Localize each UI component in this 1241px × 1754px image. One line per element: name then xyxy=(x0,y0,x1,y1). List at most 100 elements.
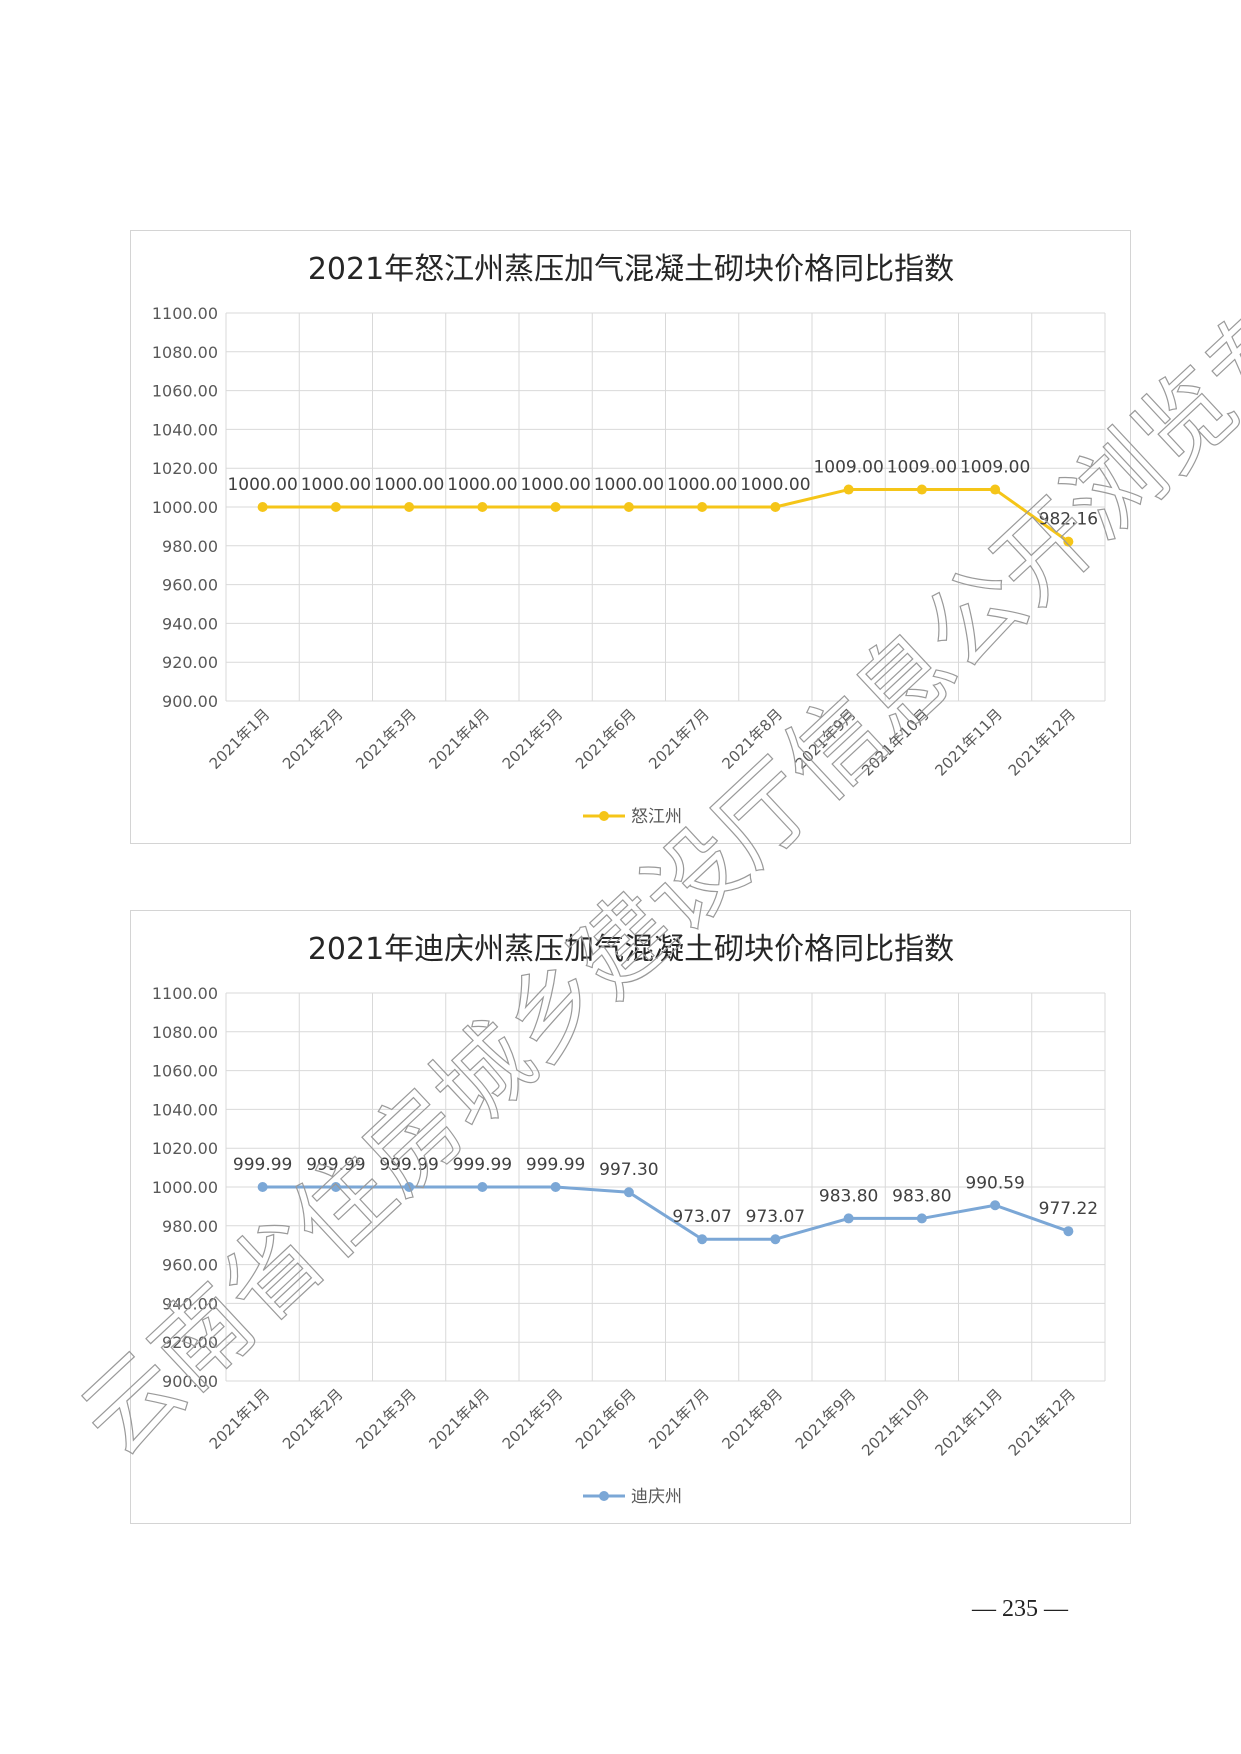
data-point xyxy=(1063,1226,1074,1237)
chart-diqing-svg: 2021年迪庆州蒸压加气混凝土砌块价格同比指数 900.00 920.00 940.… xyxy=(152,932,1106,1507)
y-tick-label: 1040.00 xyxy=(152,1100,218,1119)
x-tick-label: 2021年7月 xyxy=(645,1385,713,1453)
y-tick-label: 960.00 xyxy=(162,1256,218,1275)
data-point xyxy=(477,1182,488,1193)
data-point xyxy=(404,1182,415,1193)
data-point xyxy=(916,484,927,495)
data-label: 999.99 xyxy=(379,1155,438,1175)
x-tick-label: 2021年8月 xyxy=(719,1385,787,1453)
data-point xyxy=(843,484,854,495)
legend-marker xyxy=(599,1491,609,1501)
data-point xyxy=(330,502,341,512)
x-tick-label: 2021年11月 xyxy=(932,705,1006,779)
x-tick-label: 2021年1月 xyxy=(206,705,274,773)
data-point xyxy=(697,1234,708,1245)
y-tick-label: 1060.00 xyxy=(152,382,218,401)
y-tick-label: 980.00 xyxy=(162,537,218,556)
legend-label: 迪庆州 xyxy=(631,1487,682,1507)
y-tick-label: 920.00 xyxy=(162,653,218,672)
data-label: 977.22 xyxy=(1039,1199,1098,1219)
chart-nujiang: 2021年怒江州蒸压加气混凝土砌块价格同比指数 900.00 920.00 940.… xyxy=(130,230,1131,844)
x-tick-label: 2021年12月 xyxy=(1005,705,1079,779)
data-label: 1000.00 xyxy=(667,475,737,495)
y-tick-label: 1100.00 xyxy=(152,984,218,1003)
data-point xyxy=(843,1213,854,1224)
x-tick-label: 2021年2月 xyxy=(279,1385,347,1453)
legend-marker xyxy=(599,811,609,821)
y-tick-label: 940.00 xyxy=(162,614,218,633)
data-label: 1009.00 xyxy=(813,458,883,478)
y-tick-label: 900.00 xyxy=(162,692,218,711)
x-tick-label: 2021年10月 xyxy=(858,705,932,779)
y-tick-label: 900.00 xyxy=(162,1372,218,1391)
x-tick-label: 2021年5月 xyxy=(499,1385,567,1453)
chart-diqing: 2021年迪庆州蒸压加气混凝土砌块价格同比指数 900.00 920.00 940.… xyxy=(130,910,1131,1524)
data-point xyxy=(550,1182,561,1193)
x-tick-label: 2021年9月 xyxy=(792,1385,860,1453)
x-tick-label: 2021年8月 xyxy=(719,705,787,773)
y-tick-label: 960.00 xyxy=(162,576,218,595)
data-label: 973.07 xyxy=(746,1207,805,1227)
data-point xyxy=(257,1182,268,1193)
data-point xyxy=(550,502,561,512)
data-point xyxy=(623,1187,634,1198)
data-point xyxy=(697,502,708,512)
y-tick-label: 940.00 xyxy=(162,1294,218,1313)
x-tick-label: 2021年3月 xyxy=(352,705,420,773)
x-tick-label: 2021年9月 xyxy=(792,705,860,773)
data-label: 983.80 xyxy=(819,1186,878,1206)
data-point xyxy=(623,502,634,512)
data-label: 997.30 xyxy=(599,1160,658,1180)
data-label: 1000.00 xyxy=(374,475,444,495)
y-tick-label: 1020.00 xyxy=(152,1139,218,1158)
y-tick-label: 920.00 xyxy=(162,1333,218,1352)
y-tick-label: 1080.00 xyxy=(152,1023,218,1042)
x-tick-label: 2021年10月 xyxy=(858,1385,932,1459)
y-tick-label: 1080.00 xyxy=(152,343,218,362)
data-label: 1009.00 xyxy=(960,458,1030,478)
y-tick-label: 1000.00 xyxy=(152,1178,218,1197)
x-tick-label: 2021年6月 xyxy=(572,1385,640,1453)
data-label: 990.59 xyxy=(965,1173,1024,1193)
data-point xyxy=(330,1182,341,1193)
data-point xyxy=(477,502,488,512)
x-tick-label: 2021年11月 xyxy=(932,1385,1006,1459)
data-label: 982.16 xyxy=(1039,510,1098,530)
x-tick-label: 2021年2月 xyxy=(279,705,347,773)
y-tick-label: 1060.00 xyxy=(152,1062,218,1081)
y-tick-label: 1000.00 xyxy=(152,498,218,517)
data-label: 1000.00 xyxy=(594,475,664,495)
data-point xyxy=(990,484,1001,495)
data-label: 973.07 xyxy=(672,1207,731,1227)
data-point xyxy=(916,1213,927,1224)
data-point xyxy=(990,1200,1001,1211)
legend-label: 怒江州 xyxy=(631,807,682,827)
x-tick-label: 2021年3月 xyxy=(352,1385,420,1453)
chart-nujiang-svg: 2021年怒江州蒸压加气混凝土砌块价格同比指数 900.00 920.00 940.… xyxy=(152,252,1106,827)
x-tick-label: 2021年1月 xyxy=(206,1385,274,1453)
x-tick-label: 2021年4月 xyxy=(426,1385,494,1453)
page-number: — 235 — xyxy=(972,1596,1068,1622)
x-tick-label: 2021年5月 xyxy=(499,705,567,773)
data-label: 999.99 xyxy=(526,1155,585,1175)
x-tick-label: 2021年12月 xyxy=(1005,1385,1079,1459)
chart-title: 2021年怒江州蒸压加气混凝土砌块价格同比指数 xyxy=(308,252,954,287)
series-line xyxy=(262,1185,1069,1241)
data-label: 1000.00 xyxy=(227,475,297,495)
data-point xyxy=(770,502,781,512)
data-point xyxy=(770,1234,781,1245)
x-tick-label: 2021年7月 xyxy=(645,705,713,773)
data-label: 999.99 xyxy=(306,1155,365,1175)
data-label: 983.80 xyxy=(892,1186,951,1206)
chart-title: 2021年迪庆州蒸压加气混凝土砌块价格同比指数 xyxy=(308,932,954,967)
y-tick-label: 1100.00 xyxy=(152,304,218,323)
y-tick-label: 1020.00 xyxy=(152,459,218,478)
data-label: 1009.00 xyxy=(887,458,957,478)
data-label: 1000.00 xyxy=(520,475,590,495)
y-tick-label: 1040.00 xyxy=(152,420,218,439)
x-tick-label: 2021年4月 xyxy=(426,705,494,773)
series-line xyxy=(262,488,1070,543)
data-point xyxy=(404,502,415,512)
data-label: 1000.00 xyxy=(447,475,517,495)
x-tick-label: 2021年6月 xyxy=(572,705,640,773)
